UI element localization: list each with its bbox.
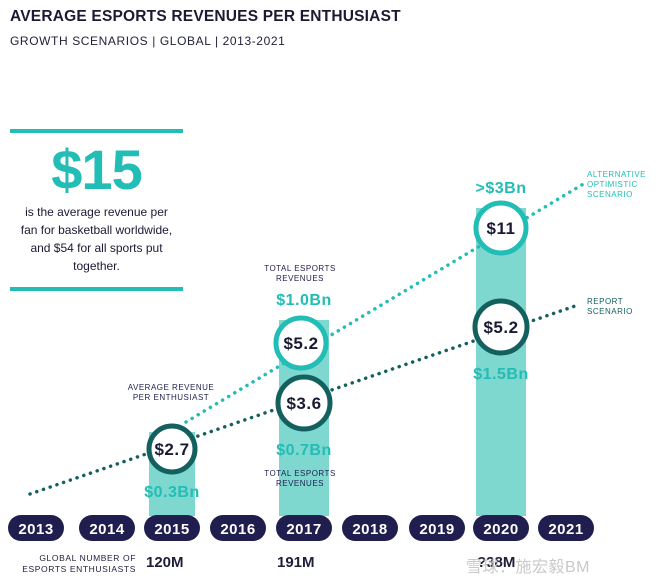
annotation-report-scenario-line-1: REPORT [587,297,623,306]
enthusiasts-label: GLOBAL NUMBER OF ESPORTS ENTHUSIASTS [22,553,136,574]
revenue-high-label-2020: >$3Bn [476,180,527,197]
watermark: 雪球：施宏毅BM [466,559,591,576]
annotation-avg-revenue-line-1: AVERAGE REVENUE [128,383,214,392]
year-label-2014: 2014 [89,521,125,538]
annotation-alt-scenario-line-2: OPTIMISTIC [587,180,638,189]
enthusiasts-2020: ?38M [477,554,516,571]
annotation-alt-scenario-line-1: ALTERNATIVE [587,170,646,179]
optimistic-point-label-2017: $5.2 [283,334,318,353]
revenue-low-label-2015: $0.3Bn [144,484,199,501]
annotation-avg-revenue-line-2: PER ENTHUSIAST [133,393,209,402]
revenue-bar-2020 [476,208,526,516]
year-label-2013: 2013 [18,521,53,538]
year-pill-2016 [210,515,266,541]
year-pill-2015 [144,515,200,541]
annotation-total-revenues-top-line-1: TOTAL ESPORTS [264,264,336,273]
annotation-report-scenario-line-2: SCENARIO [587,307,633,316]
callout-top-rule [10,129,183,133]
year-label-2019: 2019 [419,521,454,538]
annotation-total-revenues-bottom-line-2: REVENUES [276,479,324,488]
report-point-2015 [146,423,198,475]
year-pill-2019 [409,515,465,541]
report-point-2020 [472,298,530,356]
report-point-label-2015: $2.7 [154,440,189,459]
optimistic-point-2020 [473,200,529,256]
year-label-2016: 2016 [220,521,255,538]
year-label-2021: 2021 [548,521,583,538]
annotation-total-revenues-top-line-2: REVENUES [276,274,324,283]
callout-bottom-rule [10,287,183,291]
chart-title: AVERAGE ESPORTS REVENUES PER ENTHUSIAST [10,8,401,25]
callout-text: is the average revenue per fan for baske… [20,205,173,273]
optimistic-scenario-line [184,181,587,424]
year-label-2017: 2017 [286,521,321,538]
year-label-2020: 2020 [483,521,518,538]
annotation-alt-scenario-line-3: SCENARIO [587,190,633,199]
year-pill-2021 [538,515,594,541]
chart-subtitle: GROWTH SCENARIOS | GLOBAL | 2013-2021 [10,34,286,48]
optimistic-point-2017 [273,315,329,371]
year-pill-2014 [79,515,135,541]
enthusiasts-2017: 191M [277,554,315,571]
callout-value: $15 [51,138,142,201]
report-point-label-2020: $5.2 [483,318,518,337]
year-pill-2020 [473,515,529,541]
year-label-2018: 2018 [352,521,387,538]
revenue-high-label-2017: $1.0Bn [276,292,331,309]
report-point-label-2017: $3.6 [286,394,321,413]
year-pill-2018 [342,515,398,541]
annotation-total-revenues-bottom-line-1: TOTAL ESPORTS [264,469,336,478]
revenue-low-label-2017: $0.7Bn [276,442,331,459]
year-label-2015: 2015 [154,521,189,538]
report-point-2017 [275,374,333,432]
enthusiasts-2015: 120M [146,554,184,571]
year-pill-2013 [8,515,64,541]
year-pill-2017 [276,515,332,541]
optimistic-point-label-2020: $11 [487,219,516,238]
revenue-low-label-2020: $1.5Bn [473,366,528,383]
